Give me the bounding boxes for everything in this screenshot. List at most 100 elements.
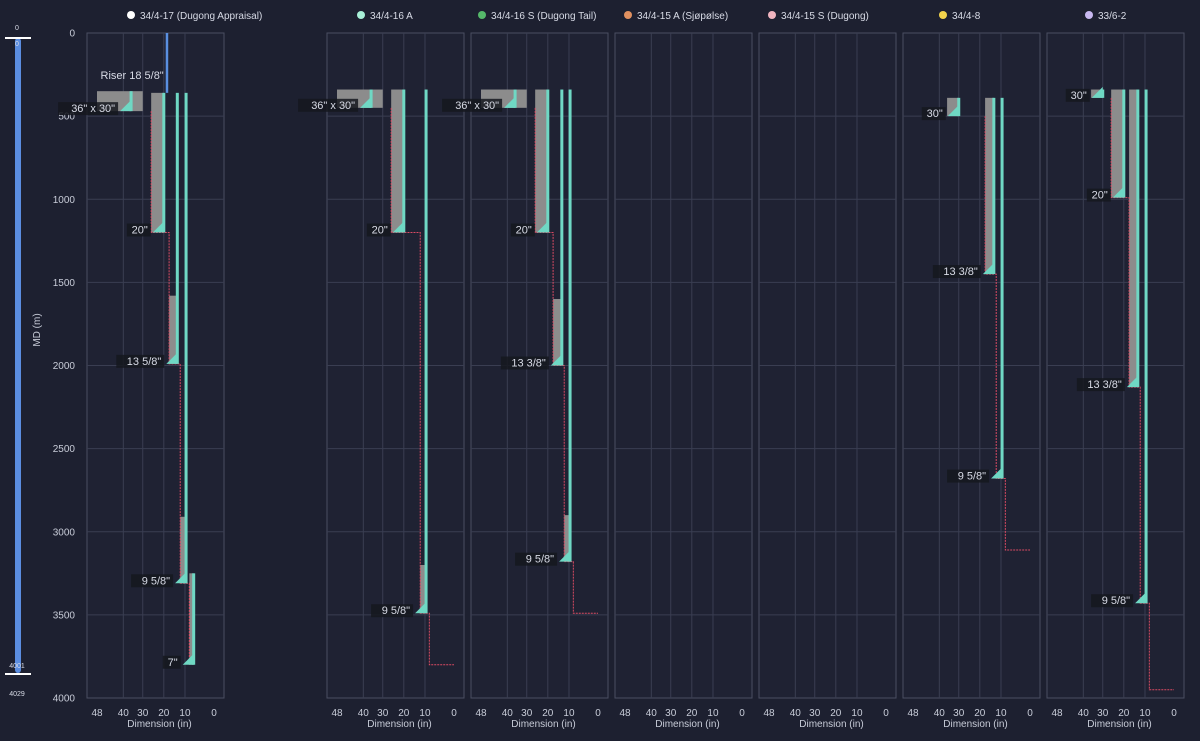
casing-shoe bbox=[120, 100, 132, 112]
casing-label-group: 20" bbox=[1086, 188, 1111, 202]
x-tick-label: 10 bbox=[419, 708, 431, 719]
casing-label-bg bbox=[515, 552, 558, 566]
x-tick-label: 48 bbox=[91, 708, 103, 719]
legend-label: 34/4-16 S (Dugong Tail) bbox=[491, 11, 596, 22]
well-panel: 48 40 30 20 10 0 Dimension (in) bbox=[758, 32, 897, 730]
casing-string bbox=[560, 89, 564, 366]
casing-label-group: 9 5/8" bbox=[515, 552, 558, 566]
y-tick-label: 0 bbox=[69, 29, 75, 40]
legend-item[interactable]: 34/4-16 A bbox=[357, 11, 413, 22]
legend-label: 34/4-15 A (Sjøpølse) bbox=[637, 11, 728, 22]
cement-sheath bbox=[420, 565, 427, 614]
legend-marker bbox=[1085, 11, 1093, 19]
x-tick-label: 30 bbox=[521, 708, 533, 719]
casing-label-group: 20" bbox=[366, 223, 391, 237]
casing-shoe bbox=[982, 263, 994, 275]
casing-label: 13 3/8" bbox=[943, 266, 978, 278]
casing-shoe bbox=[152, 221, 164, 233]
legend-label: 34/4-15 S (Dugong) bbox=[781, 11, 869, 22]
casing-label-bg bbox=[1091, 594, 1134, 608]
casing-string bbox=[1000, 97, 1004, 479]
casing-label: 9 5/8" bbox=[958, 471, 986, 483]
casing-shoe bbox=[166, 352, 178, 364]
x-tick-label: 20 bbox=[542, 708, 554, 719]
x-tick-label: 40 bbox=[1078, 708, 1090, 719]
x-tick-label: 10 bbox=[707, 708, 719, 719]
casing-label: 20" bbox=[372, 225, 388, 237]
cement-sheath bbox=[1111, 89, 1124, 198]
well-panel: 48 40 30 20 10 0 Dimension (in) 36" x 30" 20" 13 … bbox=[442, 32, 609, 730]
casing-shoe bbox=[1091, 86, 1103, 98]
y-tick-label: 1000 bbox=[53, 195, 76, 206]
casing-label-bg bbox=[442, 98, 503, 112]
y-tick-label: 2000 bbox=[53, 361, 76, 372]
casing-shoe bbox=[550, 354, 562, 366]
x-axis-label: Dimension (in) bbox=[655, 719, 719, 730]
x-tick-label: 40 bbox=[934, 708, 946, 719]
legend-marker bbox=[127, 11, 135, 19]
x-tick-label: 10 bbox=[563, 708, 575, 719]
x-tick-label: 48 bbox=[1051, 708, 1063, 719]
legend-label: 34/4-16 A bbox=[370, 11, 413, 22]
x-tick-label: 0 bbox=[1171, 708, 1177, 719]
casing-label: 20" bbox=[1092, 190, 1108, 202]
x-tick-label: 20 bbox=[398, 708, 410, 719]
slider-bottom-value: 4001 bbox=[9, 663, 25, 670]
casing-label-bg bbox=[510, 223, 535, 237]
x-axis-label: Dimension (in) bbox=[367, 719, 431, 730]
cement-sheath bbox=[553, 299, 562, 366]
casing-shoe bbox=[1112, 186, 1124, 198]
casing-label-bg bbox=[126, 223, 151, 237]
casing-string bbox=[192, 573, 196, 665]
casing-label-group: 20" bbox=[510, 223, 535, 237]
casing-label-group: 30" bbox=[1065, 88, 1090, 102]
well-panel: 48 40 30 20 10 0 Dimension (in) 30" 13 3/8" 9 5/8… bbox=[902, 32, 1041, 730]
casing-label-bg bbox=[131, 574, 174, 588]
casing-label-group: 13 5/8" bbox=[116, 354, 165, 368]
casing-label-group: 9 5/8" bbox=[1091, 594, 1134, 608]
x-tick-label: 40 bbox=[358, 708, 370, 719]
slider-bottom-value-second: 4029 bbox=[9, 691, 25, 698]
x-tick-label: 30 bbox=[137, 708, 149, 719]
casing-label: 20" bbox=[516, 225, 532, 237]
x-tick-label: 0 bbox=[595, 708, 601, 719]
casing-label-bg bbox=[366, 223, 391, 237]
x-tick-label: 20 bbox=[1118, 708, 1130, 719]
legend-marker bbox=[624, 11, 632, 19]
legend-item[interactable]: 34/4-8 bbox=[939, 11, 981, 22]
casing-label-group: 30" bbox=[921, 107, 946, 121]
casing-label: 30" bbox=[1071, 90, 1087, 102]
cement-sheath bbox=[180, 516, 187, 584]
x-tick-label: 10 bbox=[179, 708, 191, 719]
casing-label-bg bbox=[500, 356, 549, 370]
casing-label-bg bbox=[116, 354, 165, 368]
x-tick-label: 0 bbox=[451, 708, 457, 719]
legend-item[interactable]: 33/6-2 bbox=[1085, 11, 1127, 22]
legend-item[interactable]: 34/4-16 S (Dugong Tail) bbox=[478, 11, 596, 22]
casing-shoe bbox=[1126, 376, 1138, 388]
legend-label: 34/4-17 (Dugong Appraisal) bbox=[140, 11, 262, 22]
x-tick-label: 20 bbox=[974, 708, 986, 719]
casing-shoe bbox=[415, 602, 427, 614]
legend-item[interactable]: 34/4-15 A (Sjøpølse) bbox=[624, 11, 728, 22]
slider-track[interactable] bbox=[15, 38, 21, 673]
casing-label: 13 5/8" bbox=[127, 356, 162, 368]
x-axis-label: Dimension (in) bbox=[127, 719, 191, 730]
casing-label-bg bbox=[1065, 88, 1090, 102]
casing-string bbox=[175, 92, 179, 364]
legend-item[interactable]: 34/4-17 (Dugong Appraisal) bbox=[127, 11, 262, 22]
depth-slider[interactable]: 0 0 4001 4029 bbox=[5, 25, 31, 698]
x-tick-label: 30 bbox=[1097, 708, 1109, 719]
x-tick-label: 48 bbox=[763, 708, 775, 719]
cement-sheath bbox=[169, 295, 178, 364]
x-tick-label: 20 bbox=[830, 708, 842, 719]
y-tick-label: 2500 bbox=[53, 444, 76, 455]
casing-string bbox=[1122, 89, 1126, 198]
legend-item[interactable]: 34/4-15 S (Dugong) bbox=[768, 11, 869, 22]
casing-string bbox=[992, 97, 996, 275]
x-tick-label: 40 bbox=[118, 708, 130, 719]
casing-label-bg bbox=[921, 107, 946, 121]
well-panel: 48 40 30 20 10 0 Dimension (in) bbox=[614, 32, 753, 730]
casing-label: 36" x 30" bbox=[311, 100, 355, 112]
